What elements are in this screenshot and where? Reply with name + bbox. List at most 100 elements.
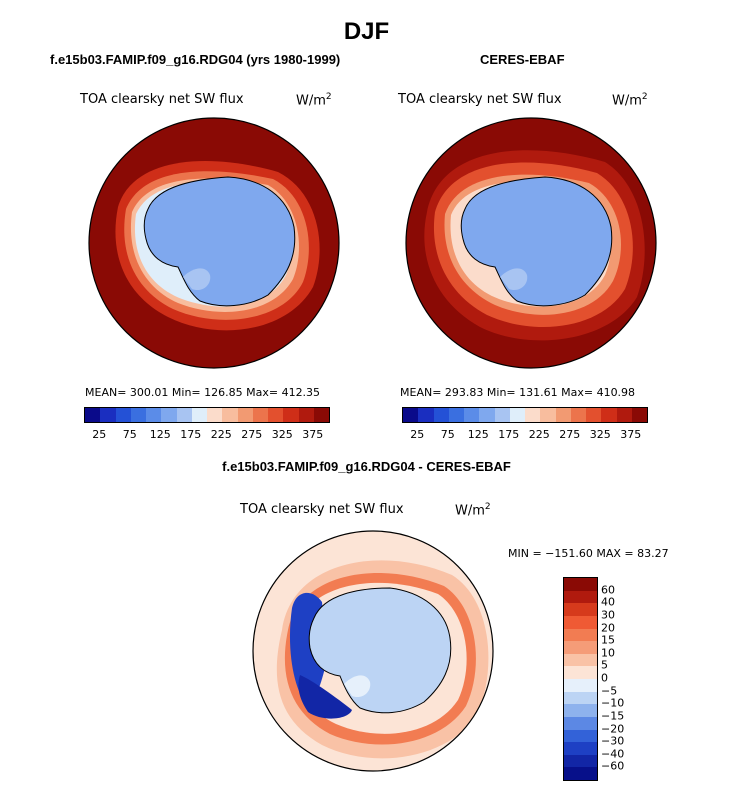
- map-border: [252, 530, 494, 772]
- colorbar-tick-label: 225: [528, 428, 550, 441]
- colorbar-swatch: [494, 408, 510, 422]
- colorbar-swatch: [146, 408, 162, 422]
- colorbar-swatch: [564, 603, 597, 616]
- colorbar-swatch: [176, 408, 192, 422]
- colorbar-tick-label: 175: [180, 428, 202, 441]
- colorbar-tick-label: 30: [601, 608, 615, 622]
- colorbar-tick-label: 15: [601, 633, 615, 647]
- colorbar-swatch: [564, 704, 597, 717]
- panel-obs-variable: TOA clearsky net SW flux: [398, 92, 562, 107]
- colorbar-tick-label: 275: [241, 428, 263, 441]
- colorbar-swatch: [237, 408, 253, 422]
- colorbar-tick-label: 10: [601, 646, 615, 660]
- colorbar-swatch: [191, 408, 207, 422]
- colorbar-tick-label: 40: [601, 595, 615, 609]
- colorbar-tick-label: 25: [92, 428, 107, 441]
- map-ross-shelf: [500, 268, 528, 291]
- colorbar-swatch: [509, 408, 525, 422]
- colorbar-swatch: [403, 408, 419, 422]
- colorbar-tick-label: 375: [620, 428, 642, 441]
- map-border: [88, 117, 340, 369]
- colorbar-tick-label: 5: [601, 658, 608, 672]
- colorbar-swatch: [115, 408, 131, 422]
- colorbar-swatch: [564, 679, 597, 692]
- colorbar-tick-label: −15: [601, 709, 625, 723]
- diff-panel-header: f.e15b03.FAMIP.f09_g16.RDG04 - CERES-EBA…: [222, 459, 511, 474]
- panel-obs-unit: W/m2: [612, 92, 648, 109]
- colorbar-swatch: [564, 641, 597, 654]
- colorbar-swatch: [298, 408, 314, 422]
- colorbar-swatch: [564, 729, 597, 743]
- panel-obs-map: [405, 117, 657, 369]
- colorbar-model-ticks: 25 75 125 175 225 275 325 375: [84, 428, 328, 442]
- colorbar-swatch: [268, 408, 284, 422]
- colorbar-tick-label: −5: [601, 684, 618, 698]
- colorbar-tick-label: 175: [498, 428, 520, 441]
- colorbar-swatch: [631, 408, 647, 422]
- panel-obs-header: CERES-EBAF: [480, 52, 565, 67]
- colorbar-swatch: [555, 408, 571, 422]
- colorbar-tick-label: 125: [467, 428, 489, 441]
- colorbar-swatch: [564, 666, 597, 679]
- colorbar-swatch: [564, 716, 597, 730]
- colorbar-swatch: [586, 408, 602, 422]
- colorbar-tick-label: −40: [601, 747, 625, 761]
- colorbar-swatch: [564, 742, 597, 755]
- map-antarctica: [143, 176, 296, 307]
- colorbar-swatch: [564, 628, 597, 642]
- colorbar-swatch: [540, 408, 556, 422]
- colorbar-swatch: [222, 408, 238, 422]
- colorbar-tick-label: −60: [601, 759, 625, 773]
- colorbar-swatch: [85, 408, 101, 422]
- map-ross-shelf: [344, 675, 371, 698]
- colorbar-tick-label: 325: [271, 428, 293, 441]
- colorbar-tick-label: 75: [122, 428, 137, 441]
- colorbar-swatch: [433, 408, 449, 422]
- colorbar-tick-label: −20: [601, 722, 625, 735]
- colorbar-tick-label: 0: [601, 671, 608, 685]
- colorbar-swatch: [207, 408, 223, 422]
- colorbar-swatch: [564, 578, 597, 591]
- panel-model-header: f.e15b03.FAMIP.f09_g16.RDG04 (yrs 1980-1…: [50, 52, 341, 67]
- colorbar-tick-label: −10: [601, 696, 625, 710]
- colorbar-swatch: [570, 408, 586, 422]
- colorbar-tick-label: −30: [601, 734, 625, 748]
- colorbar-swatch: [616, 408, 632, 422]
- colorbar-tick-label: 325: [589, 428, 611, 441]
- colorbar-tick-label: 25: [410, 428, 425, 441]
- diff-panel-map: [252, 530, 494, 772]
- map-antarctica: [308, 587, 452, 714]
- colorbar-swatch: [464, 408, 480, 422]
- colorbar-diff: [563, 577, 598, 781]
- colorbar-swatch: [100, 408, 116, 422]
- colorbar-swatch: [313, 408, 329, 422]
- map-ross-shelf: [183, 268, 211, 291]
- map-diff-neg-south: [298, 675, 352, 719]
- colorbar-swatch: [564, 767, 597, 780]
- diff-panel-variable: TOA clearsky net SW flux: [240, 502, 404, 517]
- diff-panel-stats: MIN = −151.60 MAX = 83.27: [508, 547, 669, 560]
- panel-model-stats: MEAN= 300.01 Min= 126.85 Max= 412.35: [85, 386, 321, 399]
- colorbar-swatch: [564, 754, 597, 768]
- colorbar-swatch: [448, 408, 464, 422]
- colorbar-swatch: [564, 653, 597, 667]
- colorbar-tick-label: 225: [210, 428, 232, 441]
- colorbar-obs-ticks: 25 75 125 175 225 275 325 375: [402, 428, 646, 442]
- colorbar-tick-label: 275: [559, 428, 581, 441]
- diff-panel-unit: W/m2: [455, 502, 491, 519]
- colorbar-swatch: [525, 408, 541, 422]
- colorbar-tick-label: 60: [601, 583, 615, 597]
- colorbar-swatch: [564, 590, 597, 604]
- colorbar-swatch: [564, 691, 597, 705]
- colorbar-swatch: [161, 408, 177, 422]
- panel-model-map: [88, 117, 340, 369]
- panel-model-unit: W/m2: [296, 92, 332, 109]
- colorbar-tick-label: 125: [149, 428, 171, 441]
- colorbar-tick-label: 75: [440, 428, 455, 441]
- season-title: DJF: [343, 18, 390, 45]
- colorbar-swatch: [252, 408, 268, 422]
- colorbar-tick-label: 375: [302, 428, 324, 441]
- map-border: [405, 117, 657, 369]
- colorbar-swatch: [601, 408, 617, 422]
- colorbar-swatch: [479, 408, 495, 422]
